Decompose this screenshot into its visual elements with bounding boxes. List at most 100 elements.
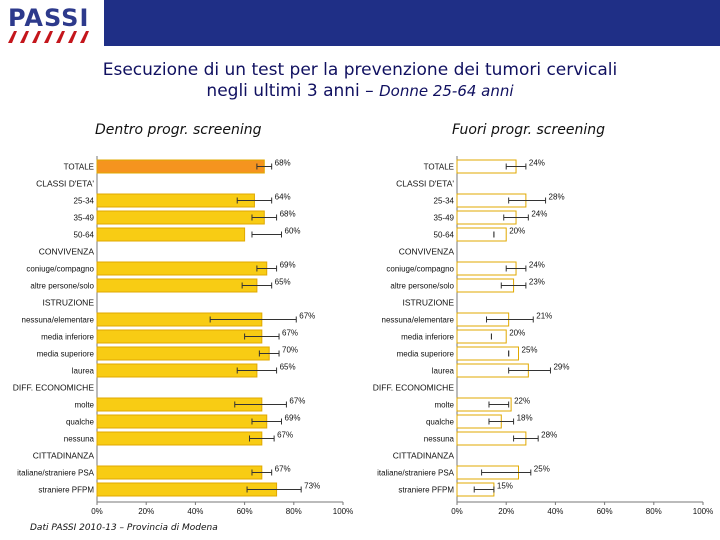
row-label: qualche bbox=[66, 418, 95, 427]
data-label: 18% bbox=[517, 414, 533, 423]
data-label: 67% bbox=[282, 329, 298, 338]
bar bbox=[96, 261, 268, 276]
x-tick-label: 80% bbox=[286, 507, 302, 516]
row-label: 50-64 bbox=[434, 231, 455, 240]
category-header-label: ISTRUZIONE bbox=[403, 298, 455, 308]
title-line2: negli ultimi 3 anni – Donne 25-64 anni bbox=[0, 81, 720, 102]
page-title: Esecuzione di un test per la prevenzione… bbox=[0, 60, 720, 102]
data-label: 15% bbox=[497, 482, 513, 491]
data-label: 20% bbox=[509, 227, 525, 236]
data-label: 65% bbox=[275, 278, 291, 287]
header-bar bbox=[104, 0, 720, 46]
data-label: 64% bbox=[275, 193, 291, 202]
bar bbox=[96, 431, 263, 446]
bar bbox=[456, 397, 512, 412]
bar bbox=[456, 329, 507, 344]
row-label: media superiore bbox=[37, 350, 95, 359]
row-label: 35-49 bbox=[74, 214, 95, 223]
row-label: 25-34 bbox=[434, 197, 455, 206]
bar bbox=[96, 193, 255, 208]
row-label: laurea bbox=[72, 367, 95, 376]
row-label: molte bbox=[74, 401, 94, 410]
x-tick-label: 0% bbox=[91, 507, 103, 516]
row-label: 50-64 bbox=[74, 231, 95, 240]
x-tick-label: 0% bbox=[451, 507, 463, 516]
row-label: nessuna bbox=[424, 435, 455, 444]
bar bbox=[96, 210, 265, 225]
data-label: 23% bbox=[529, 278, 545, 287]
category-header-label: CLASSI D'ETA' bbox=[36, 179, 94, 189]
chart-fuori-screening: TOTALE 24% CLASSI D'ETA' 25-34 28% 35-49 24% 50… bbox=[373, 156, 713, 516]
row-label: straniere PFPM bbox=[398, 486, 454, 495]
header-bar-area: PASSI bbox=[0, 0, 720, 46]
bar bbox=[96, 414, 268, 429]
right-chart-title: Fuori progr. screening bbox=[452, 122, 605, 138]
data-label: 28% bbox=[549, 193, 565, 202]
row-label: TOTALE bbox=[64, 163, 94, 172]
category-header-label: CITTADINANZA bbox=[393, 451, 455, 461]
row-label: coniuge/compagno bbox=[26, 265, 94, 274]
x-tick-label: 40% bbox=[187, 507, 203, 516]
data-label: 22% bbox=[514, 397, 530, 406]
data-label: 24% bbox=[531, 210, 547, 219]
row-label: molte bbox=[434, 401, 454, 410]
category-header-label: DIFF. ECONOMICHE bbox=[373, 383, 455, 393]
x-tick-label: 40% bbox=[547, 507, 563, 516]
data-label: 68% bbox=[280, 210, 296, 219]
category-header-label: CONVIVENZA bbox=[399, 247, 455, 257]
row-label: altre persone/solo bbox=[30, 282, 94, 291]
data-label: 67% bbox=[277, 431, 293, 440]
row-label: italiane/straniere PSA bbox=[377, 469, 455, 478]
data-label: 21% bbox=[536, 312, 552, 321]
x-tick-label: 100% bbox=[333, 507, 353, 516]
logo-text: PASSI bbox=[8, 4, 90, 32]
data-label: 24% bbox=[529, 261, 545, 270]
category-header-label: ISTRUZIONE bbox=[43, 298, 95, 308]
bar bbox=[96, 346, 270, 361]
row-label: 25-34 bbox=[74, 197, 95, 206]
row-label: laurea bbox=[432, 367, 455, 376]
category-header-label: DIFF. ECONOMICHE bbox=[13, 383, 95, 393]
data-label: 60% bbox=[285, 227, 301, 236]
row-label: nessuna bbox=[64, 435, 95, 444]
data-label: 20% bbox=[509, 329, 525, 338]
row-label: nessuna/elementare bbox=[382, 316, 455, 325]
data-label: 25% bbox=[534, 465, 550, 474]
bar bbox=[456, 227, 507, 242]
logo: PASSI bbox=[0, 0, 104, 46]
row-label: straniere PFPM bbox=[38, 486, 94, 495]
data-label: 29% bbox=[553, 363, 569, 372]
data-label: 69% bbox=[280, 261, 296, 270]
bar bbox=[96, 329, 263, 344]
row-label: 35-49 bbox=[434, 214, 455, 223]
bar bbox=[96, 227, 246, 242]
title-line2-text: negli ultimi 3 anni – bbox=[206, 81, 380, 101]
row-label: media inferiore bbox=[401, 333, 454, 342]
total-bar bbox=[96, 159, 265, 174]
x-tick-label: 60% bbox=[597, 507, 613, 516]
category-header-label: CONVIVENZA bbox=[39, 247, 95, 257]
data-label: 28% bbox=[541, 431, 557, 440]
left-chart-title: Dentro progr. screening bbox=[95, 122, 262, 138]
category-header-label: CITTADINANZA bbox=[33, 451, 95, 461]
title-subtitle: Donne 25-64 anni bbox=[379, 82, 514, 100]
data-label: 73% bbox=[304, 482, 320, 491]
data-label: 68% bbox=[275, 159, 291, 168]
bar bbox=[456, 346, 519, 361]
bar bbox=[96, 363, 258, 378]
row-label: media inferiore bbox=[41, 333, 94, 342]
title-line1: Esecuzione di un test per la prevenzione… bbox=[102, 60, 618, 80]
x-tick-label: 20% bbox=[138, 507, 154, 516]
row-label: TOTALE bbox=[424, 163, 454, 172]
x-tick-label: 100% bbox=[693, 507, 713, 516]
data-label: 69% bbox=[285, 414, 301, 423]
row-label: nessuna/elementare bbox=[22, 316, 95, 325]
data-label: 67% bbox=[299, 312, 315, 321]
x-tick-label: 60% bbox=[237, 507, 253, 516]
chart-dentro-screening: TOTALE 68% CLASSI D'ETA' 25-34 64% 35-49 68% 50… bbox=[13, 156, 353, 516]
data-label: 67% bbox=[289, 397, 305, 406]
source-note: Dati PASSI 2010-13 – Provincia di Modena bbox=[30, 523, 218, 533]
row-label: italiane/straniere PSA bbox=[17, 469, 95, 478]
x-tick-label: 80% bbox=[646, 507, 662, 516]
data-label: 65% bbox=[280, 363, 296, 372]
